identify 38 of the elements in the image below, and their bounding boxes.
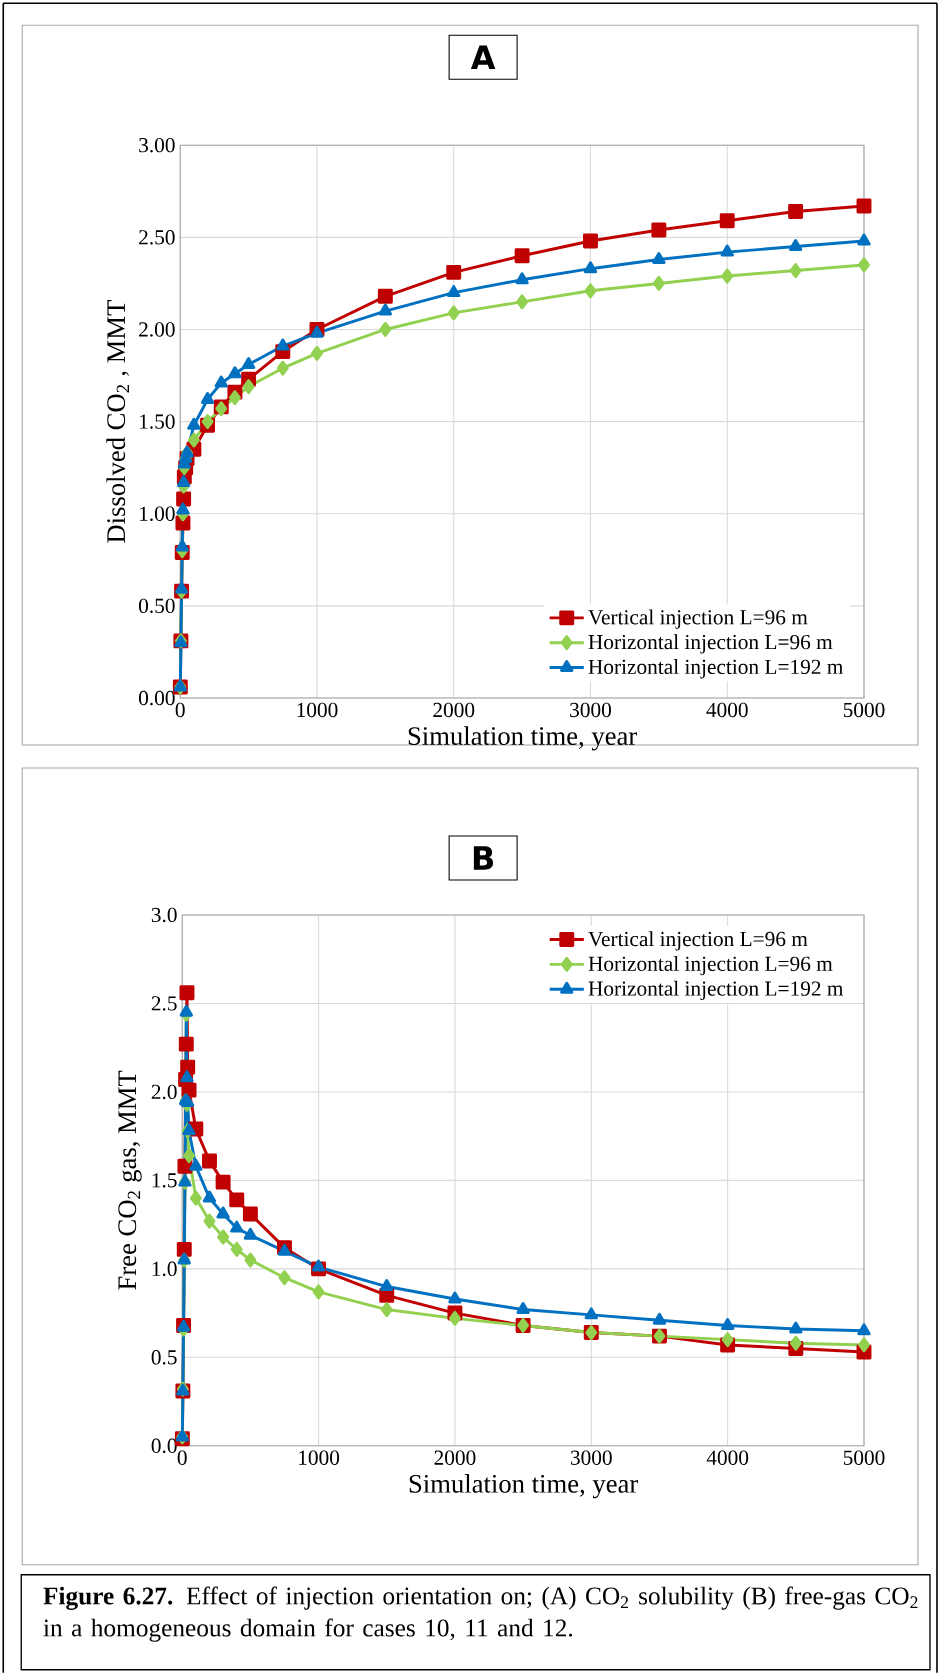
y-tick-label: 1.5 [152, 1173, 177, 1188]
legend-label: Vertical injection L=96 m [588, 609, 808, 629]
x-tick-label: 3000 [570, 1450, 612, 1465]
text: Figure 6.27. Effect of injection orientation on; (A) CO$_{2}$ solubility (B) free-gas CO$_{2}$ in a homogeneous domain for cases 10, 11 and 12. [43, 1586, 918, 1642]
x-tick-label: 2000 [433, 702, 475, 718]
y-tick-label: 2.5 [151, 996, 177, 1011]
y-tick-label: 0.00 [138, 690, 175, 706]
y-tick-label: 1.50 [139, 414, 175, 429]
x-tick-label: 2000 [434, 1450, 476, 1465]
y-tick-label: 1.00 [139, 506, 175, 521]
x-tick-label: 5000 [843, 702, 885, 718]
y-axis-title: Free CO$_{2}$ gas, MMT [118, 1070, 142, 1290]
x-tick-label: 1000 [297, 702, 338, 718]
x-tick-label: 4000 [706, 702, 748, 718]
x-tick-label: 0 [175, 702, 185, 718]
y-tick-label: 1.0 [152, 1261, 177, 1277]
y-tick-label: 2.50 [139, 230, 175, 245]
legend-label: Horizontal injection L=192 m [588, 659, 843, 679]
x-tick-label: 5000 [843, 1450, 885, 1465]
legend-label: Horizontal injection L=96 m [588, 634, 833, 654]
y-tick-label: 2.00 [139, 322, 175, 337]
legend-label: Horizontal injection L=192 m [588, 980, 843, 1001]
y-axis-title: Dissolved CO$_{2}$ , MMT [106, 300, 129, 543]
y-tick-label: 3.00 [139, 137, 175, 153]
chart-title: A [470, 45, 496, 69]
legend-label: Horizontal injection L=96 m [588, 955, 833, 976]
y-tick-label: 2.0 [151, 1084, 177, 1100]
x-axis-title: Simulation time, year [408, 726, 637, 751]
y-tick-label: 0.5 [151, 1350, 177, 1365]
chart-title: B [473, 846, 493, 870]
x-tick-label: 1000 [299, 1450, 339, 1465]
x-tick-label: 0 [177, 1450, 187, 1465]
x-tick-label: 3000 [570, 702, 611, 718]
x-tick-label: 4000 [706, 1450, 749, 1465]
y-tick-label: 0.50 [138, 598, 175, 614]
y-tick-label: 3.0 [151, 907, 177, 923]
x-axis-title: Simulation time, year [409, 1474, 638, 1499]
legend-label: Vertical injection L=96 m [588, 931, 808, 951]
